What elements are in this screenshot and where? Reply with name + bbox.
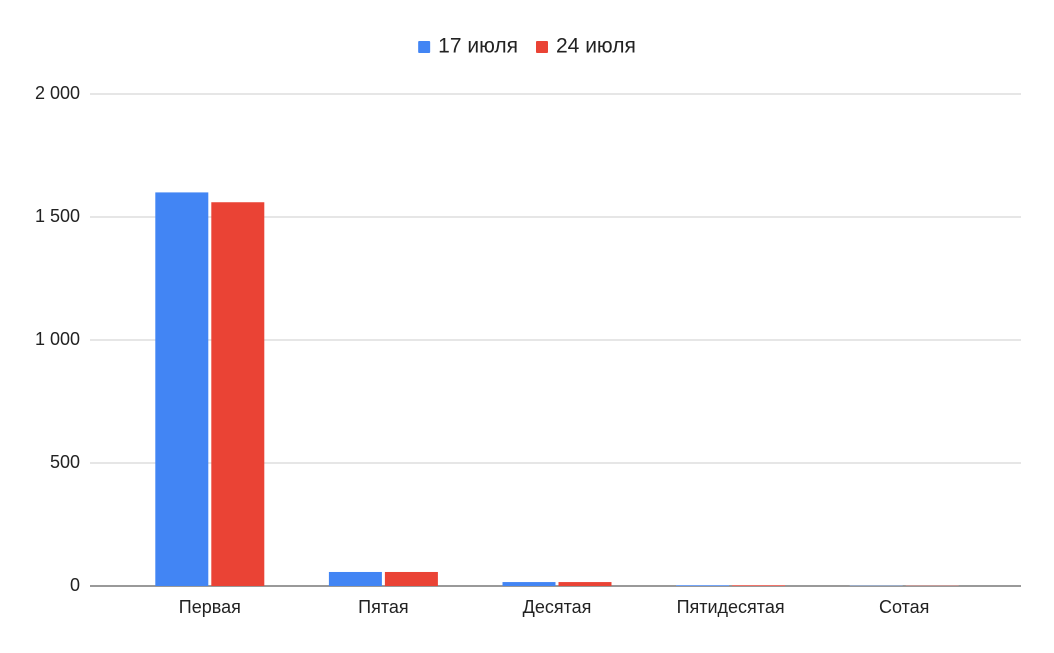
legend-label: 17 июля bbox=[438, 35, 518, 58]
bar bbox=[328, 571, 382, 586]
x-tick-label: Десятая bbox=[523, 597, 592, 617]
legend-swatch bbox=[418, 41, 431, 53]
bar bbox=[676, 585, 730, 586]
y-tick-label: 1 000 bbox=[35, 329, 80, 349]
y-tick-label: 1 500 bbox=[35, 206, 80, 226]
x-tick-label: Первая bbox=[179, 597, 241, 617]
legend-swatch bbox=[536, 41, 548, 53]
x-tick-label: Пятидесятая bbox=[677, 597, 785, 617]
bar bbox=[502, 582, 556, 586]
legend: 17 июля 24 июля bbox=[418, 35, 636, 58]
y-tick-label: 500 bbox=[50, 452, 80, 472]
bar bbox=[558, 582, 612, 586]
bar bbox=[211, 202, 265, 587]
x-tick-label: Пятая bbox=[358, 597, 408, 617]
legend-label: 24 июля bbox=[556, 35, 636, 58]
bar bbox=[155, 192, 209, 586]
bar bbox=[732, 585, 786, 586]
y-tick-label: 2 000 bbox=[35, 83, 80, 103]
x-tick-label: Сотая bbox=[879, 597, 929, 617]
y-tick-label: 0 bbox=[70, 575, 80, 595]
bar bbox=[384, 571, 438, 586]
